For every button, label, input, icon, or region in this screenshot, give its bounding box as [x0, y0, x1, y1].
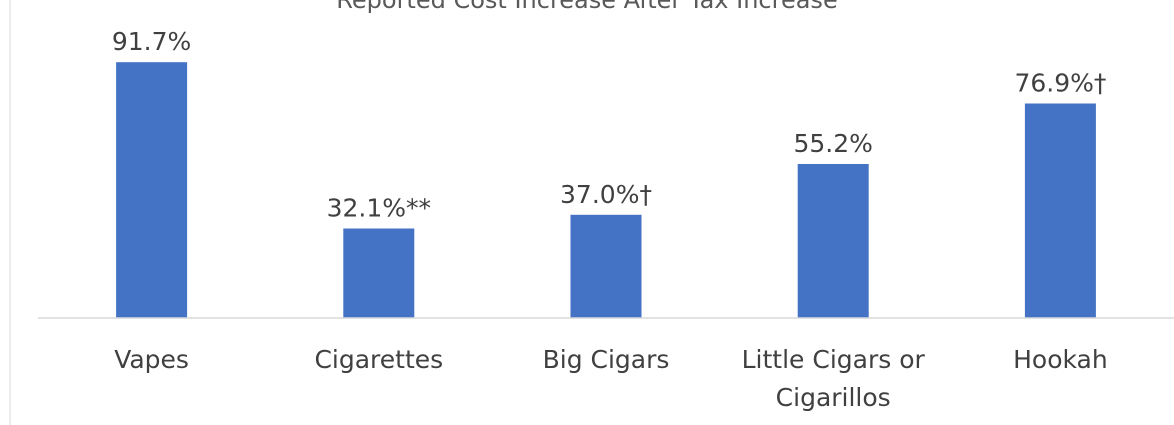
bar-2: [570, 214, 642, 318]
data-labels-group: 91.7% 32.1%** 37.0%† 55.2% 76.9%†: [112, 27, 1106, 222]
bar-3: [797, 164, 869, 318]
category-label-0: Vapes: [114, 345, 189, 374]
bars-group: [116, 62, 1096, 319]
category-label-line: Hookah: [1013, 345, 1108, 374]
chart-title: Reported Cost Increase After Tax Increas…: [336, 0, 837, 14]
category-label-line: Cigarillos: [776, 383, 891, 412]
data-label-1: 32.1%**: [327, 194, 431, 223]
category-label-3: Little Cigars or Cigarillos: [742, 345, 926, 412]
category-label-line: Big Cigars: [543, 345, 670, 374]
data-label-3: 55.2%: [793, 129, 872, 158]
category-label-4: Hookah: [1013, 345, 1108, 374]
category-labels-group: Vapes Cigarettes Big Cigars Little Cigars o…: [114, 345, 1107, 412]
category-label-line: Little Cigars or: [742, 345, 926, 374]
category-label-2: Big Cigars: [543, 345, 670, 374]
category-label-1: Cigarettes: [314, 345, 443, 374]
data-label-4: 76.9%†: [1014, 69, 1106, 98]
bar-4: [1024, 103, 1096, 318]
bar-1: [343, 228, 415, 318]
category-label-line: Vapes: [114, 345, 189, 374]
category-label-line: Cigarettes: [314, 345, 443, 374]
bar-0: [116, 62, 188, 319]
data-label-0: 91.7%: [112, 27, 191, 56]
data-label-2: 37.0%†: [560, 180, 652, 209]
